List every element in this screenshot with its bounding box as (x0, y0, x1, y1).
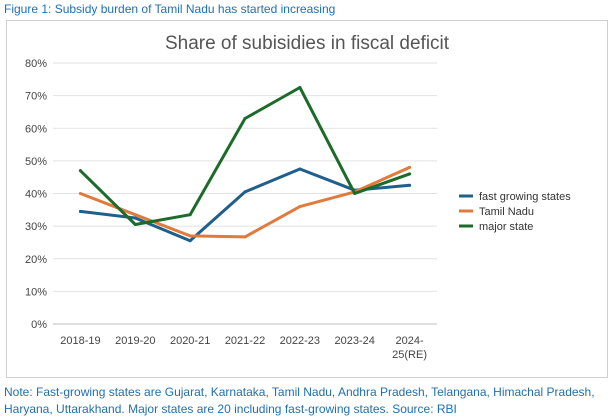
data-point (188, 234, 192, 238)
x-tick-label: 2020-21 (170, 335, 210, 347)
legend-label: Tamil Nadu (479, 206, 534, 218)
x-tick-label: 2018-19 (60, 335, 100, 347)
series-lines (78, 85, 412, 243)
data-point (408, 172, 412, 176)
data-point (408, 165, 412, 169)
data-point (78, 169, 82, 173)
y-axis-ticks: 0% 10% 20% 30% 40% 50% 60% 70% 80% (25, 58, 47, 331)
x-axis-ticks: 2018-19 2019-20 2020-21 2021-22 2022-23 2023-… (60, 335, 427, 361)
source-note: Note: Fast-growing states are Gujarat, K… (4, 385, 595, 416)
data-point (188, 213, 192, 217)
x-tick-label: 2021-22 (225, 335, 265, 347)
x-tick-label: 2024-25(RE) (392, 335, 427, 361)
data-point (243, 235, 247, 239)
data-point (133, 213, 137, 217)
data-point (133, 216, 137, 220)
y-tick-label: 30% (25, 221, 47, 233)
x-tick-label: 2019-20 (115, 335, 155, 347)
chart-container: Share of subisidies in fiscal deficit 0%… (6, 20, 608, 378)
data-point (78, 192, 82, 195)
y-tick-label: 80% (25, 58, 47, 70)
data-point (353, 192, 357, 195)
chart-title: Share of subisidies in fiscal deficit (165, 33, 450, 54)
legend-label: fast growing states (479, 191, 571, 203)
data-point (298, 205, 302, 209)
legend: fast growing states Tamil Nadu major state (459, 191, 571, 233)
series-line-fast-growing-states (78, 167, 412, 243)
y-tick-label: 40% (25, 189, 47, 201)
y-tick-label: 0% (31, 319, 47, 331)
x-tick-label: 2023-24 (335, 335, 375, 347)
series-line-major-state (78, 86, 412, 226)
data-point (188, 239, 192, 243)
data-point (243, 190, 247, 194)
y-tick-label: 50% (25, 156, 47, 168)
y-tick-label: 10% (25, 286, 47, 298)
data-point (243, 116, 247, 120)
data-point (408, 183, 412, 187)
y-tick-label: 60% (25, 123, 47, 135)
data-point (78, 209, 82, 213)
legend-label: major state (479, 221, 533, 233)
x-tick-label: 2022-23 (280, 335, 320, 347)
data-point (133, 222, 137, 226)
y-tick-label: 70% (25, 91, 47, 103)
line-chart: Share of subisidies in fiscal deficit 0%… (25, 33, 571, 361)
figure-caption: Figure 1: Subsidy burden of Tamil Nadu h… (4, 2, 336, 16)
data-point (298, 167, 302, 171)
y-tick-label: 20% (25, 254, 47, 266)
data-point (298, 85, 302, 89)
